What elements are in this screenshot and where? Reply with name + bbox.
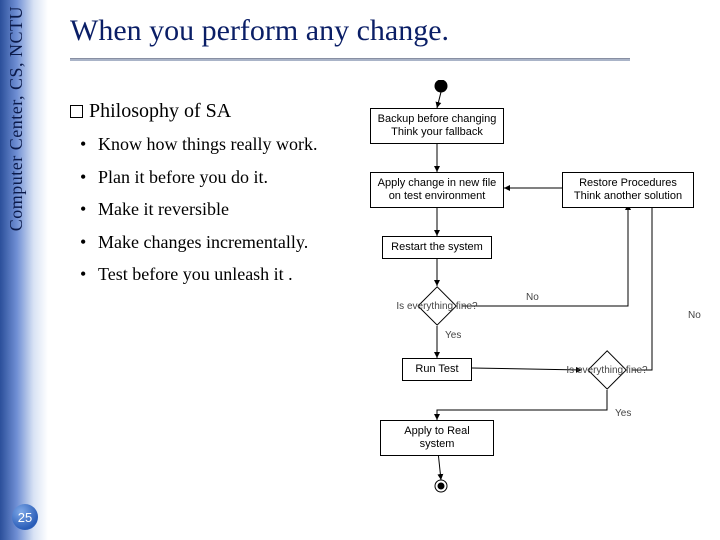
list-item: Make changes incrementally.: [98, 231, 330, 254]
org-label: Computer Center, CS, NCTU: [6, 6, 27, 231]
section-heading: Philosophy of SA: [70, 100, 330, 123]
flow-box: Backup before changingThink your fallbac…: [370, 108, 504, 144]
list-item: Plan it before you do it.: [98, 166, 330, 189]
flow-box: Run Test: [402, 358, 472, 381]
slide-title: When you perform any change.: [70, 14, 449, 48]
left-content: Philosophy of SA Know how things really …: [70, 100, 330, 296]
edge-label: Yes: [615, 408, 631, 419]
title-underline: [70, 58, 630, 61]
page-number-badge: 25: [12, 504, 38, 530]
flow-decision: Is everything fine?: [582, 350, 632, 390]
edge-label: Yes: [445, 330, 461, 341]
bullet-list: Know how things really work. Plan it bef…: [70, 133, 330, 286]
list-item: Test before you unleash it .: [98, 263, 330, 286]
section-heading-text: Philosophy of SA: [89, 100, 231, 122]
list-item: Make it reversible: [98, 198, 330, 221]
flow-decision: Is everything fine?: [412, 286, 462, 326]
flow-box: Apply to Real system: [380, 420, 494, 456]
flow-box: Restart the system: [382, 236, 492, 259]
sidebar-gradient: Computer Center, CS, NCTU: [0, 0, 48, 540]
edge-label: No: [688, 310, 701, 321]
list-item: Know how things really work.: [98, 133, 330, 156]
flow-box: Restore ProceduresThink another solution: [562, 172, 694, 208]
checkbox-icon: [70, 105, 83, 118]
edge-label: No: [526, 292, 539, 303]
flowchart: Backup before changingThink your fallbac…: [330, 80, 710, 520]
flow-box: Apply change in new fileon test environm…: [370, 172, 504, 208]
